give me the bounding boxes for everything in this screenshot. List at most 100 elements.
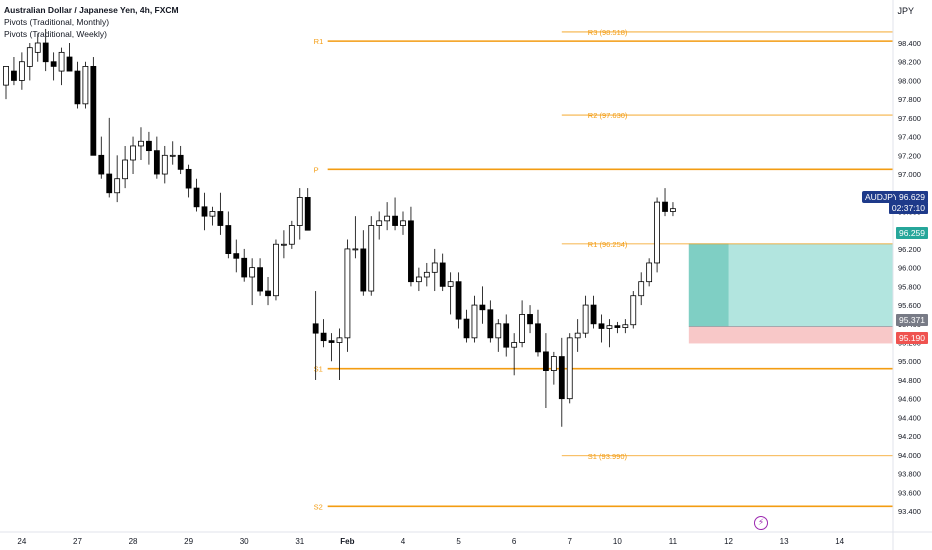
x-tick-label: 6	[512, 537, 517, 546]
candle-body	[312, 323, 319, 334]
candle-body	[630, 295, 637, 326]
candle-body	[527, 314, 533, 325]
candle-body	[18, 61, 25, 81]
candle-body	[34, 42, 41, 53]
candle-body	[66, 56, 73, 72]
y-tick-label: 97.400	[898, 133, 921, 142]
symbol-tag-label: AUDJPY	[865, 192, 899, 202]
x-tick-label: 14	[835, 537, 844, 546]
candle-body	[360, 248, 367, 292]
candle-body	[550, 356, 557, 371]
candle-body	[185, 168, 192, 189]
candle-body	[598, 323, 605, 329]
chart-legend: Australian Dollar / Japanese Yen, 4h, FX…	[4, 4, 179, 40]
candle-body	[193, 187, 200, 208]
indicator-pivots-weekly[interactable]: Pivots (Traditional, Weekly)	[4, 29, 107, 39]
candle-body	[225, 225, 232, 255]
candle-body	[495, 323, 502, 339]
candle-body	[463, 318, 470, 339]
candle-body	[487, 309, 494, 339]
candle-body	[106, 173, 113, 194]
pivot-label: P	[314, 165, 319, 174]
candle-body	[535, 323, 541, 353]
candle-body	[265, 290, 271, 297]
pivot-label: S1	[314, 365, 323, 374]
y-tick-label: 94.000	[898, 451, 921, 460]
x-tick-label: 28	[129, 537, 138, 546]
candle-body	[503, 323, 510, 348]
pivot-label: R2 (97.630)	[588, 111, 628, 120]
profit-zone-filled	[688, 243, 729, 327]
x-tick-label: 31	[295, 537, 304, 546]
y-tick-label: 97.600	[898, 114, 921, 123]
y-tick-label: 98.400	[898, 39, 921, 48]
currency-label[interactable]: JPY	[897, 6, 914, 16]
candle-body	[439, 262, 446, 287]
candle-body	[566, 337, 573, 400]
y-tick-label: 94.600	[898, 395, 921, 404]
candle-body	[26, 47, 33, 67]
candle-body	[543, 351, 549, 372]
candle-body	[415, 276, 422, 283]
entry-price-value: 95.371	[899, 315, 925, 325]
candle-body	[622, 324, 629, 328]
x-tick-label: 11	[669, 537, 678, 546]
take-profit-value: 96.259	[899, 228, 925, 238]
stop-loss-tag: 95.190	[896, 332, 928, 344]
pivot-label: R1	[314, 37, 324, 46]
candle-body	[288, 225, 295, 245]
indicator-pivots-monthly[interactable]: Pivots (Traditional, Monthly)	[4, 17, 110, 27]
x-tick-label: 29	[184, 537, 193, 546]
candle-body	[606, 325, 613, 329]
pivot-label: S2	[314, 502, 323, 511]
candle-body	[574, 332, 581, 339]
candle-body	[479, 304, 486, 311]
pivot-label: R1 (96.254)	[588, 240, 628, 249]
candle-body	[153, 150, 160, 175]
y-tick-label: 96.200	[898, 245, 921, 254]
x-tick-label: Feb	[340, 537, 354, 546]
candle-body	[11, 70, 17, 81]
last-price-value: 96.629	[899, 192, 925, 202]
candle-body	[471, 304, 478, 339]
candle-body	[638, 281, 645, 297]
x-tick-label: 13	[780, 537, 789, 546]
candle-body	[614, 325, 621, 328]
candle-body	[257, 267, 263, 292]
candle-body	[169, 154, 176, 157]
candle-body	[296, 197, 303, 226]
symbol-title[interactable]: Australian Dollar / Japanese Yen, 4h, FX…	[4, 5, 179, 15]
candle-body	[241, 257, 248, 278]
candle-body	[511, 342, 518, 348]
candle-body	[130, 145, 136, 161]
candle-body	[384, 215, 391, 222]
candle-body	[177, 154, 184, 170]
candle-body	[90, 66, 97, 156]
candle-body	[400, 220, 406, 226]
candle-body	[408, 220, 414, 283]
candle-body	[423, 271, 430, 278]
y-tick-label: 93.400	[898, 507, 921, 516]
x-tick-label: 10	[613, 537, 622, 546]
x-tick-label: 4	[401, 537, 406, 546]
y-tick-label: 96.000	[898, 264, 921, 273]
candle-body	[122, 159, 128, 180]
lightning-icon[interactable]: ⚡	[754, 516, 768, 530]
candle-body	[368, 225, 375, 292]
y-tick-label: 93.800	[898, 470, 921, 479]
candle-body	[654, 201, 660, 264]
symbol-price-tag: AUDJPY	[862, 191, 902, 203]
y-tick-label: 95.800	[898, 282, 921, 291]
entry-price-tag: 95.371	[896, 314, 928, 326]
candle-body	[138, 140, 144, 147]
y-tick-label: 95.000	[898, 357, 921, 366]
candle-body	[98, 154, 105, 175]
candle-body	[558, 356, 565, 400]
candle-body	[455, 281, 462, 320]
candle-body	[74, 70, 81, 105]
loss-zone	[688, 326, 893, 344]
candle-body	[82, 66, 89, 105]
candle-body	[328, 340, 335, 343]
